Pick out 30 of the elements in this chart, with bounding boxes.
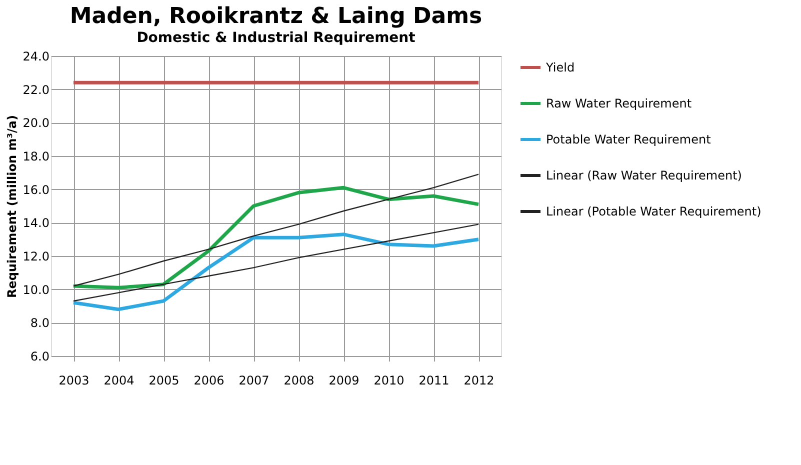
x-tick-label: 2008 [284,374,314,388]
y-tick-label: 14.0 [22,216,50,230]
legend-label: Potable Water Requirement [546,132,712,146]
x-tick-label: 2004 [104,374,134,388]
x-tick-label: 2007 [238,374,270,388]
legend-label: Linear (Potable Water Requirement) [546,204,762,218]
y-tick-label: 18.0 [22,150,50,164]
x-tick-label: 2005 [148,374,180,388]
y-tick-label: 6.0 [30,350,50,364]
legend-label: Yield [545,60,575,74]
y-tick-label: 12.0 [22,250,50,264]
chart-title: Maden, Rooikrantz & Laing Dams [70,4,482,29]
x-tick-label: 2003 [58,374,90,388]
legend-label: Raw Water Requirement [546,96,692,110]
x-tick-label: 2010 [374,374,404,388]
legend-label: Linear (Raw Water Requirement) [546,168,742,182]
y-tick-label: 24.0 [22,50,50,64]
y-tick-label: 8.0 [30,316,50,330]
y-axis-title: Requirement (million m³/a) [4,115,19,298]
x-tick-label: 2012 [464,374,494,388]
x-tick-label: 2006 [194,374,224,388]
chart-subtitle: Domestic & Industrial Requirement [136,30,416,46]
line-series [72,224,480,302]
y-tick-label: 20.0 [22,116,50,130]
y-tick-label: 22.0 [22,82,50,97]
x-tick-label: 2009 [328,374,360,388]
line-series [72,232,480,312]
x-tick-label: 2011 [418,374,450,388]
y-tick-label: 16.0 [22,182,50,197]
y-tick-label: 10.0 [22,282,50,297]
